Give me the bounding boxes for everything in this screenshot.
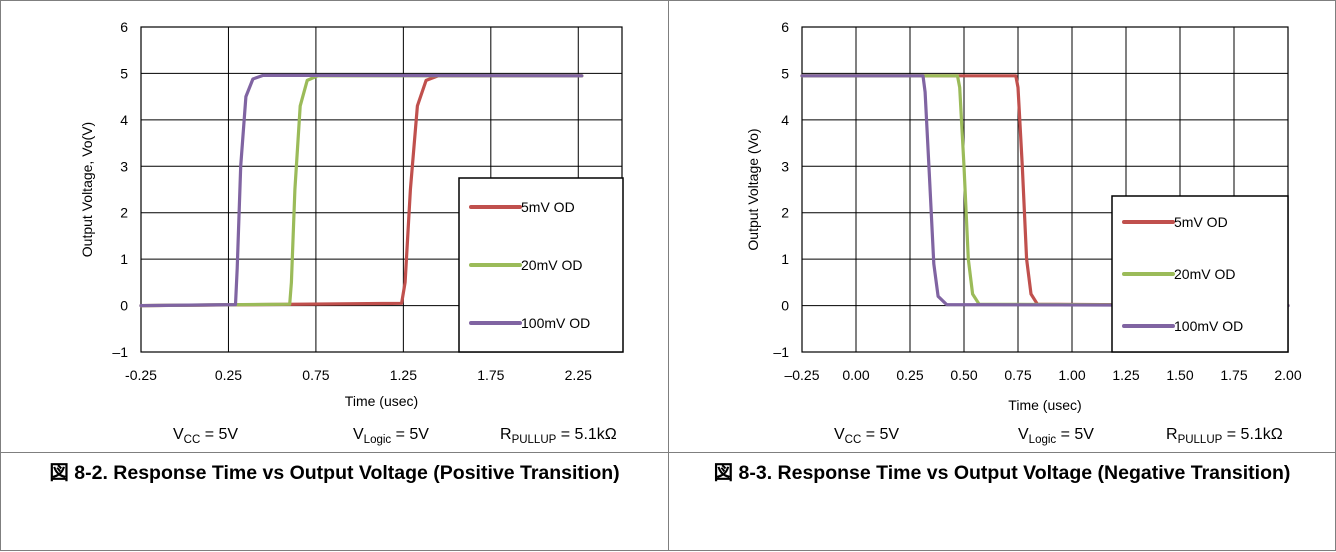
x-tick-label: –0.25 <box>784 367 819 383</box>
legend-label-5mv-od: 5mV OD <box>521 199 575 215</box>
legend-label-5mv-od: 5mV OD <box>1174 214 1228 230</box>
vlogic-condition: VLogic = 5V <box>1018 426 1094 446</box>
x-tick-label: 2.25 <box>565 367 592 383</box>
y-tick-label: 3 <box>781 158 789 174</box>
legend-label-100mv-od: 100mV OD <box>1174 318 1243 334</box>
y-tick-label: 0 <box>120 298 128 314</box>
series-line-100mv-od <box>800 74 1290 308</box>
chart-positive-transition: -0.25 0.25 0.75 1.25 1.75 2.25 –1 0 1 2 3 4 5 6 Time (… <box>79 19 624 409</box>
y-axis-label: Output Voltage (Vo) <box>745 128 761 250</box>
y-tick-label: –1 <box>773 344 789 360</box>
series-line-5mv-od <box>800 74 1290 308</box>
caption-divider <box>669 452 1335 453</box>
legend-label-100mv-od: 100mV OD <box>521 315 590 331</box>
x-tick-label: 1.50 <box>1166 367 1193 383</box>
plot-area-border <box>801 26 1289 353</box>
y-tick-label: 5 <box>120 65 128 81</box>
x-tick-label: 1.75 <box>1220 367 1247 383</box>
y-tick-label: 1 <box>120 251 128 267</box>
figure-caption: 図 8-2. Response Time vs Output Voltage (… <box>49 462 620 484</box>
y-tick-label: 5 <box>781 65 789 81</box>
x-tick-label: 1.00 <box>1058 367 1085 383</box>
y-tick-label: –1 <box>112 344 128 360</box>
figure-panel-left: -0.25 0.25 0.75 1.25 1.75 2.25 –1 0 1 2 3 4 5 6 Time (… <box>0 0 669 551</box>
x-tick-label: 0.75 <box>302 367 329 383</box>
caption-divider <box>1 452 668 453</box>
vcc-condition: VCC = 5V <box>173 426 239 446</box>
y-tick-label: 3 <box>120 158 128 174</box>
figure-caption: 図 8-3. Response Time vs Output Voltage (… <box>713 462 1291 484</box>
y-tick-label: 6 <box>781 19 789 35</box>
vcc-condition: VCC = 5V <box>834 426 900 446</box>
x-tick-label: 0.50 <box>950 367 977 383</box>
x-axis-label: Time (usec) <box>345 393 418 409</box>
legend-label-20mv-od: 20mV OD <box>1174 266 1235 282</box>
y-tick-label: 4 <box>120 112 128 128</box>
series-line-20mv-od <box>800 74 1290 308</box>
chart-negative-transition: –0.25 0.00 0.25 0.50 0.75 1.00 1.25 1.50 1.75 2.0… <box>745 19 1302 413</box>
y-axis-label: Output Voltage, Vo(V) <box>79 122 95 257</box>
y-tick-label: 0 <box>781 298 789 314</box>
rpullup-condition: RPULLUP = 5.1kΩ <box>1166 426 1283 446</box>
x-tick-label: 0.00 <box>842 367 869 383</box>
x-tick-label: 1.25 <box>390 367 417 383</box>
x-tick-label: 2.00 <box>1274 367 1301 383</box>
series-line-100mv-od <box>139 73 584 308</box>
x-tick-label: 0.75 <box>1004 367 1031 383</box>
legend-label-20mv-od: 20mV OD <box>521 257 582 273</box>
x-tick-label: 0.25 <box>215 367 242 383</box>
x-tick-label: 1.25 <box>1112 367 1139 383</box>
y-tick-label: 4 <box>781 112 789 128</box>
x-tick-label: 1.75 <box>477 367 504 383</box>
vlogic-condition: VLogic = 5V <box>353 426 429 446</box>
y-tick-label: 6 <box>120 19 128 35</box>
y-tick-label: 1 <box>781 251 789 267</box>
y-tick-label: 2 <box>120 205 128 221</box>
y-tick-label: 2 <box>781 205 789 221</box>
figure-panel-right: –0.25 0.00 0.25 0.50 0.75 1.00 1.25 1.50 1.75 2.0… <box>668 0 1336 551</box>
x-axis-label: Time (usec) <box>1008 397 1081 413</box>
x-tick-label: 0.25 <box>896 367 923 383</box>
rpullup-condition: RPULLUP = 5.1kΩ <box>500 426 617 446</box>
x-tick-label: -0.25 <box>125 367 157 383</box>
